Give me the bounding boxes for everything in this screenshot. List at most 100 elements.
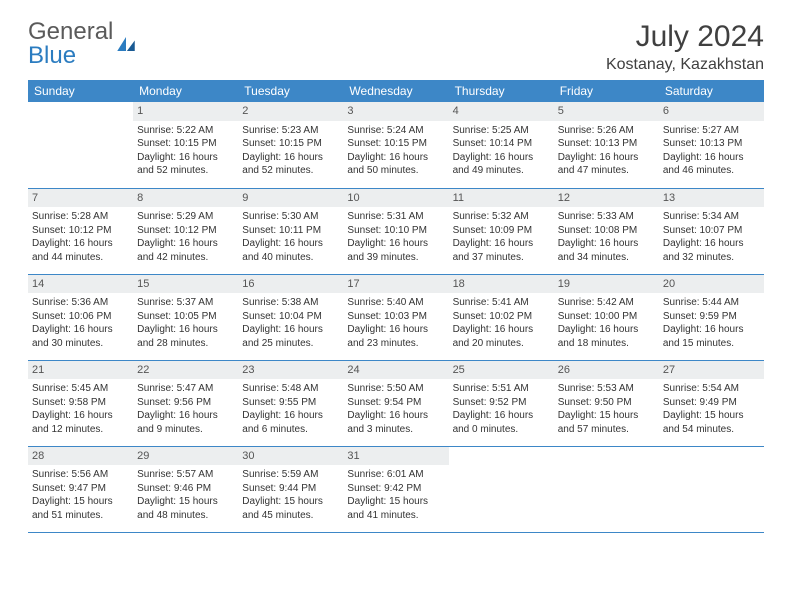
- calendar-day: .: [449, 446, 554, 532]
- day-number: 15: [133, 275, 238, 294]
- sunset-text: Sunset: 10:00 PM: [558, 310, 655, 324]
- day-number: 2: [238, 102, 343, 121]
- calendar-day: 23Sunrise: 5:48 AMSunset: 9:55 PMDayligh…: [238, 360, 343, 446]
- sunset-text: Sunset: 9:42 PM: [347, 482, 444, 496]
- day-number: 31: [343, 447, 448, 466]
- calendar-week: .1Sunrise: 5:22 AMSunset: 10:15 PMDaylig…: [28, 102, 764, 188]
- day-body: Sunrise: 5:32 AMSunset: 10:09 PMDaylight…: [449, 207, 554, 268]
- daylight-text: Daylight: 16 hours and 37 minutes.: [453, 237, 550, 264]
- day-body: Sunrise: 5:31 AMSunset: 10:10 PMDaylight…: [343, 207, 448, 268]
- day-number: 22: [133, 361, 238, 380]
- day-body: Sunrise: 5:48 AMSunset: 9:55 PMDaylight:…: [238, 379, 343, 440]
- sunrise-text: Sunrise: 5:25 AM: [453, 124, 550, 138]
- day-number: 24: [343, 361, 448, 380]
- sunset-text: Sunset: 10:07 PM: [663, 224, 760, 238]
- day-number: 4: [449, 102, 554, 121]
- logo-sail-icon: [117, 37, 135, 51]
- day-body: Sunrise: 5:44 AMSunset: 9:59 PMDaylight:…: [659, 293, 764, 354]
- sunset-text: Sunset: 10:12 PM: [32, 224, 129, 238]
- sunset-text: Sunset: 10:02 PM: [453, 310, 550, 324]
- sunrise-text: Sunrise: 5:24 AM: [347, 124, 444, 138]
- daylight-text: Daylight: 16 hours and 50 minutes.: [347, 151, 444, 178]
- sunset-text: Sunset: 10:15 PM: [137, 137, 234, 151]
- daylight-text: Daylight: 16 hours and 20 minutes.: [453, 323, 550, 350]
- sunrise-text: Sunrise: 5:45 AM: [32, 382, 129, 396]
- header: General Blue July 2024 Kostanay, Kazakhs…: [28, 20, 764, 74]
- sunrise-text: Sunrise: 5:51 AM: [453, 382, 550, 396]
- day-body: Sunrise: 5:41 AMSunset: 10:02 PMDaylight…: [449, 293, 554, 354]
- daylight-text: Daylight: 16 hours and 49 minutes.: [453, 151, 550, 178]
- day-number: 20: [659, 275, 764, 294]
- day-body: Sunrise: 5:28 AMSunset: 10:12 PMDaylight…: [28, 207, 133, 268]
- day-body: Sunrise: 5:26 AMSunset: 10:13 PMDaylight…: [554, 121, 659, 182]
- sunrise-text: Sunrise: 6:01 AM: [347, 468, 444, 482]
- day-number: 12: [554, 189, 659, 208]
- day-body: Sunrise: 5:45 AMSunset: 9:58 PMDaylight:…: [28, 379, 133, 440]
- daylight-text: Daylight: 15 hours and 51 minutes.: [32, 495, 129, 522]
- daylight-text: Daylight: 16 hours and 28 minutes.: [137, 323, 234, 350]
- day-number: 1: [133, 102, 238, 121]
- day-number: 29: [133, 447, 238, 466]
- daylight-text: Daylight: 16 hours and 0 minutes.: [453, 409, 550, 436]
- calendar-day: 7Sunrise: 5:28 AMSunset: 10:12 PMDayligh…: [28, 188, 133, 274]
- calendar-day: 1 Sunrise: 5:22 AMSunset: 10:15 PMDayligh…: [133, 102, 238, 188]
- sunrise-text: Sunrise: 5:41 AM: [453, 296, 550, 310]
- day-number: 27: [659, 361, 764, 380]
- day-body: Sunrise: 5:56 AMSunset: 9:47 PMDaylight:…: [28, 465, 133, 526]
- sunrise-text: Sunrise: 5:56 AM: [32, 468, 129, 482]
- day-header: Monday: [133, 80, 238, 102]
- sunrise-text: Sunrise: 5:50 AM: [347, 382, 444, 396]
- calendar-day: 25Sunrise: 5:51 AMSunset: 9:52 PMDayligh…: [449, 360, 554, 446]
- sunset-text: Sunset: 10:06 PM: [32, 310, 129, 324]
- sunset-text: Sunset: 10:05 PM: [137, 310, 234, 324]
- day-body: Sunrise: 6:01 AMSunset: 9:42 PMDaylight:…: [343, 465, 448, 526]
- day-body: Sunrise: 5:50 AMSunset: 9:54 PMDaylight:…: [343, 379, 448, 440]
- sunset-text: Sunset: 9:56 PM: [137, 396, 234, 410]
- daylight-text: Daylight: 15 hours and 54 minutes.: [663, 409, 760, 436]
- daylight-text: Daylight: 16 hours and 32 minutes.: [663, 237, 760, 264]
- sunset-text: Sunset: 9:58 PM: [32, 396, 129, 410]
- calendar-day: 15Sunrise: 5:37 AMSunset: 10:05 PMDaylig…: [133, 274, 238, 360]
- sunrise-text: Sunrise: 5:22 AM: [137, 124, 234, 138]
- calendar-day: 27 Sunrise: 5:54 AMSunset: 9:49 PMDayligh…: [659, 360, 764, 446]
- calendar-day: 17Sunrise: 5:40 AMSunset: 10:03 PMDaylig…: [343, 274, 448, 360]
- day-body: Sunrise: 5:25 AMSunset: 10:14 PMDaylight…: [449, 121, 554, 182]
- day-number: 5: [554, 102, 659, 121]
- day-body: Sunrise: 5:51 AMSunset: 9:52 PMDaylight:…: [449, 379, 554, 440]
- sunrise-text: Sunrise: 5:42 AM: [558, 296, 655, 310]
- day-number: 10: [343, 189, 448, 208]
- brand-name-1: General: [28, 18, 113, 45]
- sunset-text: Sunset: 9:49 PM: [663, 396, 760, 410]
- daylight-text: Daylight: 16 hours and 23 minutes.: [347, 323, 444, 350]
- calendar-day: 6Sunrise: 5:27 AMSunset: 10:13 PMDayligh…: [659, 102, 764, 188]
- day-body: Sunrise: 5:40 AMSunset: 10:03 PMDaylight…: [343, 293, 448, 354]
- day-number: 19: [554, 275, 659, 294]
- day-body: Sunrise: 5:36 AMSunset: 10:06 PMDaylight…: [28, 293, 133, 354]
- calendar-day: 31Sunrise: 6:01 AMSunset: 9:42 PMDayligh…: [343, 446, 448, 532]
- day-number: 25: [449, 361, 554, 380]
- calendar-day: 4Sunrise: 5:25 AMSunset: 10:14 PMDayligh…: [449, 102, 554, 188]
- day-number: 8: [133, 189, 238, 208]
- day-body: Sunrise: 5:23 AMSunset: 10:15 PMDaylight…: [238, 121, 343, 182]
- day-header: Sunday: [28, 80, 133, 102]
- calendar-day: 13Sunrise: 5:34 AMSunset: 10:07 PMDaylig…: [659, 188, 764, 274]
- sunrise-text: Sunrise: 5:33 AM: [558, 210, 655, 224]
- sunset-text: Sunset: 9:52 PM: [453, 396, 550, 410]
- day-number: 23: [238, 361, 343, 380]
- day-body: Sunrise: 5:27 AMSunset: 10:13 PMDaylight…: [659, 121, 764, 182]
- sunset-text: Sunset: 10:14 PM: [453, 137, 550, 151]
- sunrise-text: Sunrise: 5:54 AM: [663, 382, 760, 396]
- calendar-day: 9Sunrise: 5:30 AMSunset: 10:11 PMDayligh…: [238, 188, 343, 274]
- sunset-text: Sunset: 9:59 PM: [663, 310, 760, 324]
- sunset-text: Sunset: 10:13 PM: [663, 137, 760, 151]
- day-header-row: SundayMondayTuesdayWednesdayThursdayFrid…: [28, 80, 764, 102]
- daylight-text: Daylight: 16 hours and 42 minutes.: [137, 237, 234, 264]
- day-body: Sunrise: 5:42 AMSunset: 10:00 PMDaylight…: [554, 293, 659, 354]
- calendar-day: 10Sunrise: 5:31 AMSunset: 10:10 PMDaylig…: [343, 188, 448, 274]
- day-number: 16: [238, 275, 343, 294]
- day-number: 7: [28, 189, 133, 208]
- daylight-text: Daylight: 16 hours and 52 minutes.: [137, 151, 234, 178]
- daylight-text: Daylight: 16 hours and 15 minutes.: [663, 323, 760, 350]
- daylight-text: Daylight: 16 hours and 9 minutes.: [137, 409, 234, 436]
- sunrise-text: Sunrise: 5:26 AM: [558, 124, 655, 138]
